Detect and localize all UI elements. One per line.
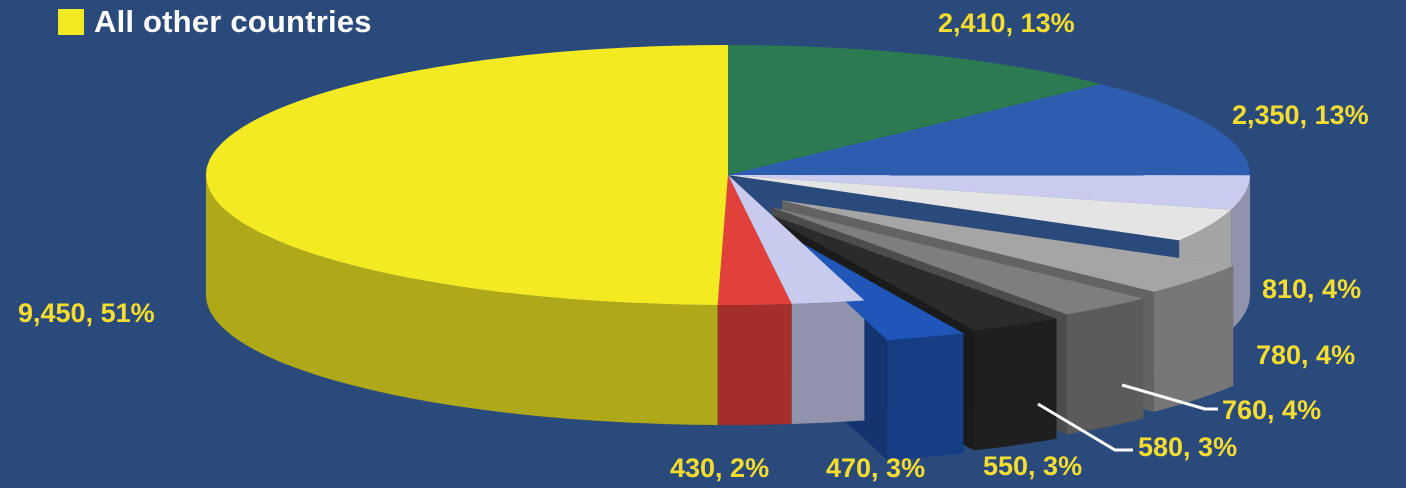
legend-label-all-other-countries: All other countries (94, 4, 372, 39)
pie-slice-10 (717, 175, 792, 305)
pie-slice-2 (728, 84, 1250, 176)
legend-swatch-all-other-countries (58, 9, 84, 35)
pie-side-slice-10 (717, 304, 792, 425)
pie-side-slice-8 (887, 333, 964, 461)
pie-slice-11 (206, 45, 728, 305)
pie-slice-5 (782, 200, 1234, 292)
leader-line-1 (1121, 383, 1218, 411)
data-label-slice-7: 550, 3% (983, 451, 1083, 481)
data-label-slice-1: 2,410, 13% (938, 8, 1075, 38)
pie-side-slice-7 (973, 318, 1057, 451)
pie-side-slice-9 (791, 300, 865, 425)
pie-side-slice-3 (1231, 175, 1250, 330)
pie-slice-6 (771, 207, 1144, 315)
data-label-slice-5: 760, 4% (1222, 395, 1322, 425)
pie-slice-1 (728, 45, 1102, 175)
pie-side-slice-5 (1153, 265, 1234, 412)
data-label-slice-4: 780, 4% (1256, 340, 1356, 370)
data-label-slice-8: 470, 3% (826, 453, 926, 483)
data-label-slice-2: 2,350, 13% (1232, 100, 1369, 130)
pie-slice-9 (728, 175, 865, 305)
legend: All other countries (58, 4, 372, 40)
data-label-slice-6: 580, 3% (1138, 432, 1238, 462)
leader-line-2 (1037, 402, 1133, 452)
data-label-slice-9: 430, 2% (670, 453, 770, 483)
pie-side-slice-11 (206, 175, 718, 425)
pie-side-slice-6 (1066, 298, 1144, 435)
pie-slice-7 (761, 211, 1057, 331)
pie-slice-3 (728, 175, 1250, 210)
data-label-slice-10: 9,450, 51% (18, 298, 155, 328)
pie-slice-4 (728, 175, 1232, 241)
data-label-slice-3: 810, 4% (1262, 274, 1362, 304)
